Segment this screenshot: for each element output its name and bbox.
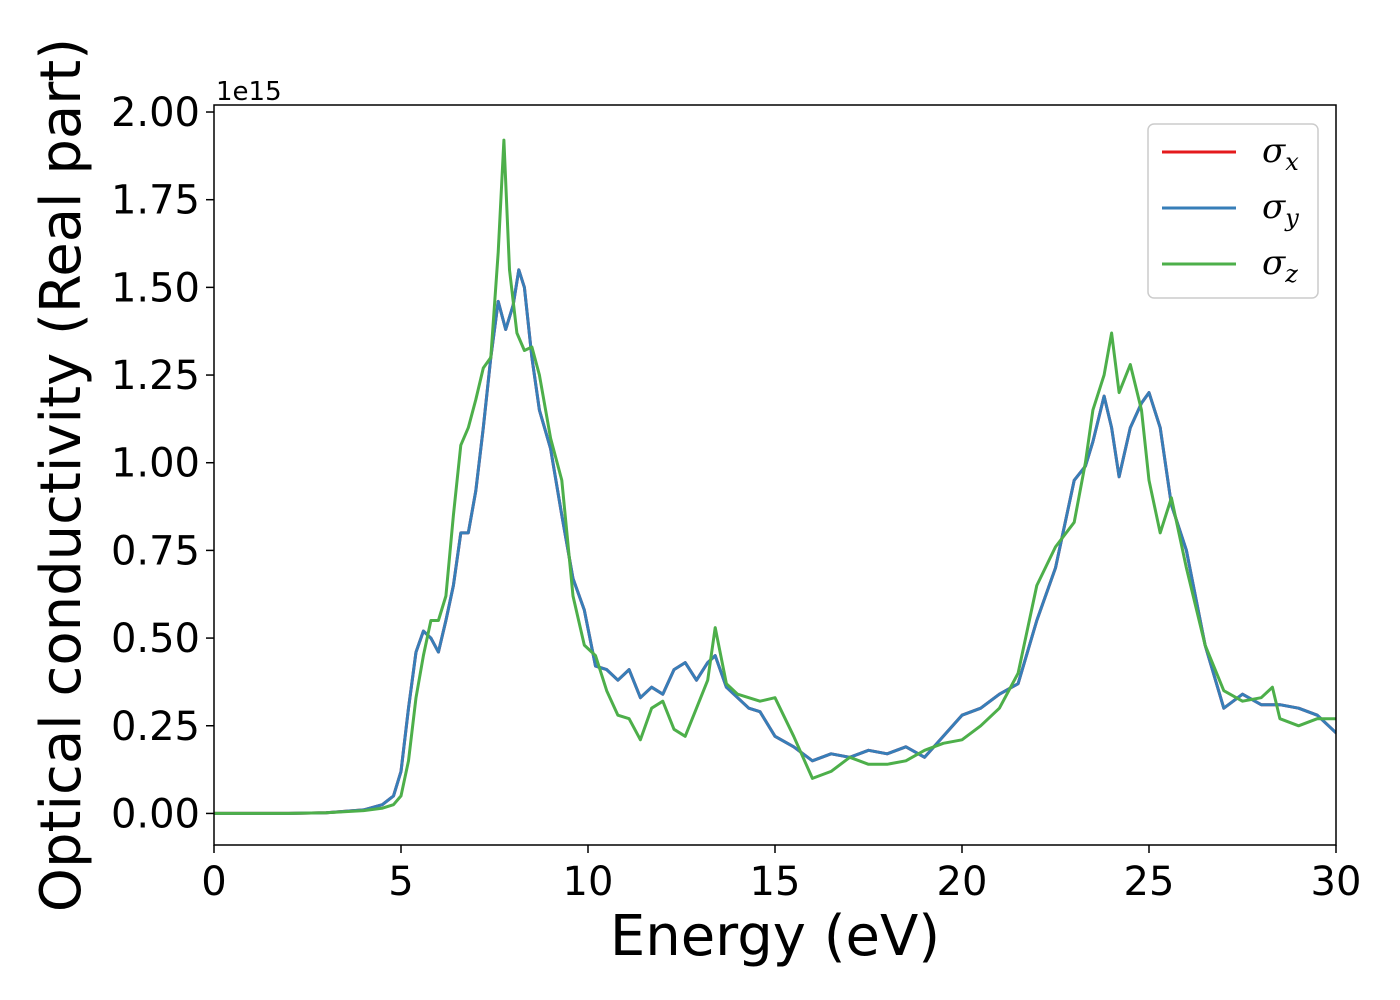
legend-symbol: σ: [1262, 243, 1286, 283]
y-tick-label: 1.25: [111, 353, 200, 399]
x-tick-label: 5: [388, 859, 413, 905]
y-tick-label: 1.75: [111, 178, 200, 224]
series-line-y: [214, 268, 1336, 815]
legend-label-y: σy: [1262, 187, 1299, 232]
legend-subscript: x: [1285, 148, 1299, 176]
x-tick-label: 0: [201, 859, 226, 905]
legend-label-z: σz: [1262, 243, 1298, 288]
legend-symbol: σ: [1262, 131, 1286, 171]
y-axis-label: Optical conductivity (Real part): [29, 38, 94, 912]
legend-subscript: y: [1284, 204, 1299, 232]
series-line-z: [214, 138, 1336, 815]
x-tick-label: 10: [563, 859, 614, 905]
y-tick-label: 1.50: [111, 265, 200, 311]
x-tick-label: 25: [1124, 859, 1175, 905]
y-tick-label: 0.75: [111, 528, 200, 574]
y-tick-label: 0.25: [111, 704, 200, 750]
y-tick-label: 0.00: [111, 791, 200, 837]
legend-symbol: σ: [1262, 187, 1286, 227]
legend-label-x: σx: [1262, 131, 1299, 176]
x-axis-ticks: 0 5 10 15 20 25 30: [201, 845, 1361, 905]
y-axis-ticks: 0.00 0.25 0.50 0.75 1.00 1.25 1.50 1.75 2.00: [111, 90, 214, 837]
y-offset-text: 1e15: [216, 77, 282, 107]
y-tick-label: 0.50: [111, 616, 200, 662]
series-layer: [214, 138, 1336, 815]
y-tick-label: 2.00: [111, 90, 200, 136]
x-tick-label: 15: [750, 859, 801, 905]
x-axis-label: Energy (eV): [610, 904, 940, 969]
legend-subscript: z: [1284, 260, 1298, 288]
x-tick-label: 20: [937, 859, 988, 905]
legend-box: [1147, 123, 1319, 299]
y-tick-label: 1.00: [111, 441, 200, 487]
x-tick-label: 30: [1311, 859, 1362, 905]
